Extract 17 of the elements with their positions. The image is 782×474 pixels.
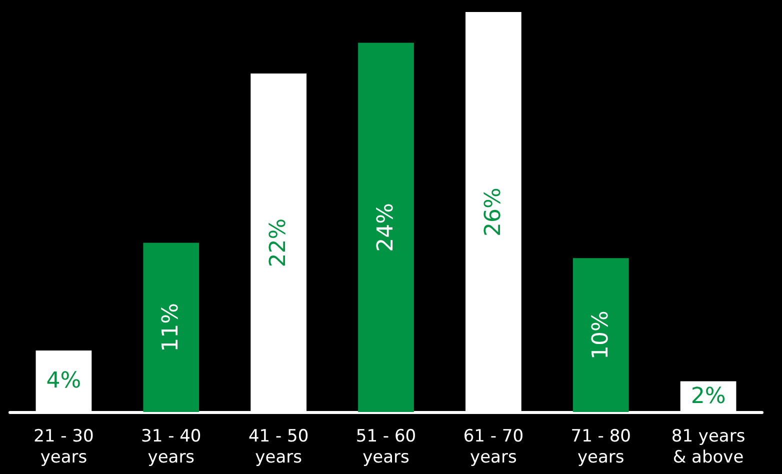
x-tick-label: 41 - 50 years [248,426,309,468]
data-label: 22% [266,218,292,268]
x-tick-label: 81 years & above [671,426,746,468]
data-label: 4% [46,368,82,394]
data-label: 11% [158,302,184,352]
x-tick-label: 71 - 80 years [570,426,631,468]
data-label: 10% [588,310,614,360]
x-tick-label: 61 - 70 years [463,426,524,468]
x-tick-label: 21 - 30 years [34,426,94,468]
bar [358,42,414,412]
data-label: 24% [374,202,398,252]
bar [143,242,200,412]
bar [572,258,629,412]
x-tick-label: 51 - 60 years [356,426,416,468]
data-label: 2% [690,384,726,410]
x-tick-label: 31 - 40 years [141,426,202,468]
data-label: 26% [480,188,506,236]
